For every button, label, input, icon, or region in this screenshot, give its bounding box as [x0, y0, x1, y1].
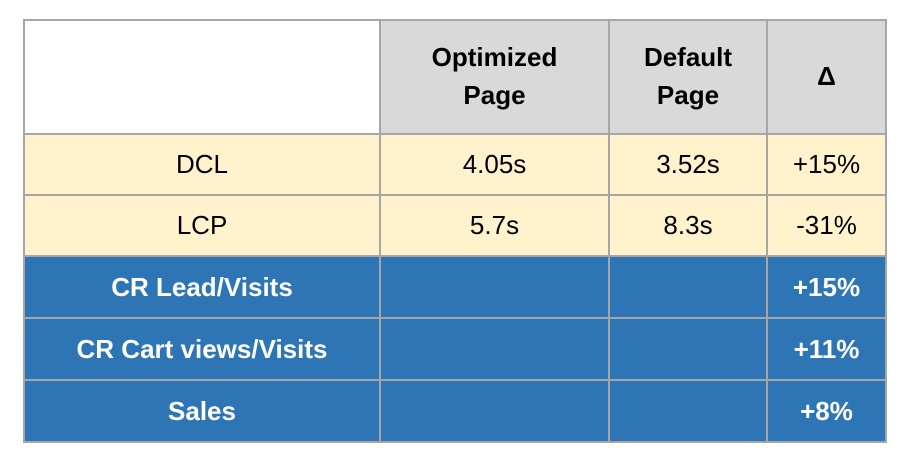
table-row-sales: Sales +8% — [23, 379, 887, 443]
default-value — [608, 255, 768, 319]
optimized-value — [379, 317, 610, 381]
table-header-row: Optimized Page Default Page Δ — [23, 19, 887, 135]
delta-value: +11% — [766, 317, 887, 381]
optimized-value: 4.05s — [379, 133, 610, 196]
delta-value: +15% — [766, 133, 887, 196]
row-label: CR Lead/Visits — [23, 255, 381, 319]
default-value — [608, 379, 768, 443]
row-label: DCL — [23, 133, 381, 196]
delta-value: -31% — [766, 194, 887, 257]
optimized-value — [379, 255, 610, 319]
performance-comparison-table: Optimized Page Default Page Δ DCL 4.05s … — [23, 19, 887, 443]
row-label: Sales — [23, 379, 381, 443]
row-label: CR Cart views/Visits — [23, 317, 381, 381]
table-row-lcp: LCP 5.7s 8.3s -31% — [23, 194, 887, 257]
table-row-cr-cart-views-visits: CR Cart views/Visits +11% — [23, 317, 887, 381]
default-value: 8.3s — [608, 194, 768, 257]
delta-value: +8% — [766, 379, 887, 443]
table-row-cr-lead-visits: CR Lead/Visits +15% — [23, 255, 887, 319]
table-row-dcl: DCL 4.05s 3.52s +15% — [23, 133, 887, 196]
delta-value: +15% — [766, 255, 887, 319]
default-value — [608, 317, 768, 381]
optimized-value — [379, 379, 610, 443]
default-value: 3.52s — [608, 133, 768, 196]
column-header-delta: Δ — [766, 19, 887, 135]
row-label: LCP — [23, 194, 381, 257]
optimized-value: 5.7s — [379, 194, 610, 257]
column-header-default-page: Default Page — [608, 19, 768, 135]
corner-cell — [23, 19, 381, 135]
column-header-optimized-page: Optimized Page — [379, 19, 610, 135]
